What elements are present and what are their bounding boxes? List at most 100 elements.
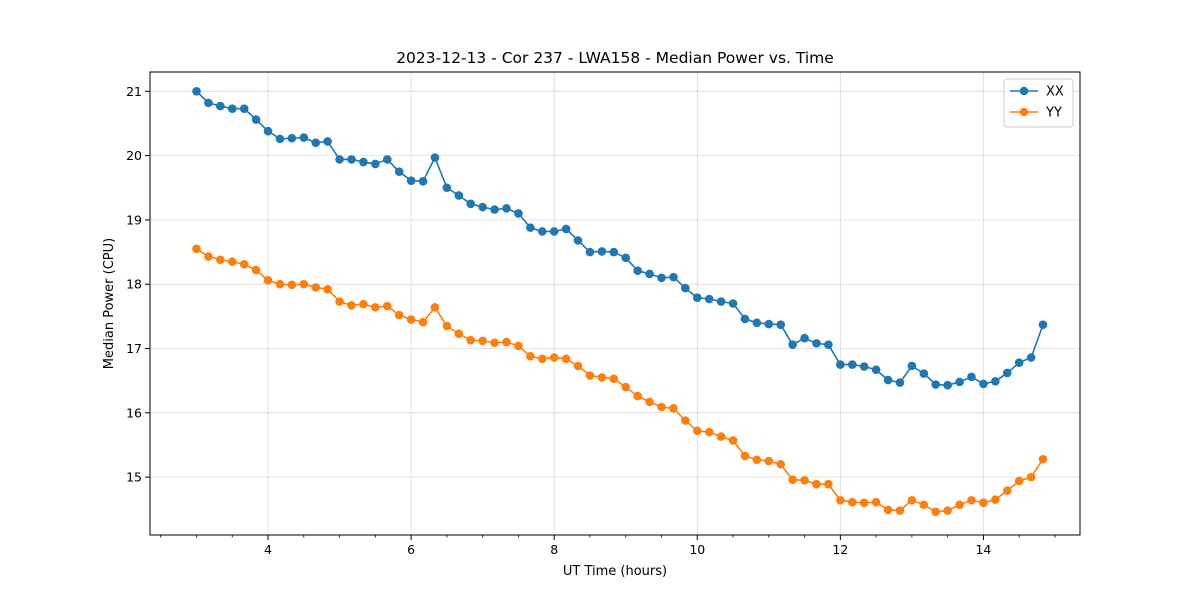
data-point-yy [382, 301, 392, 311]
data-point-xx [752, 318, 762, 328]
data-point-xx [299, 133, 309, 142]
data-point-xx [800, 333, 809, 343]
data-point-xx [275, 134, 285, 144]
y-tick-label: 19 [126, 212, 142, 227]
data-point-xx [919, 369, 929, 378]
data-point-xx [454, 191, 464, 200]
data-point-xx [430, 153, 440, 162]
data-point-yy [204, 252, 213, 261]
data-point-xx [716, 297, 726, 306]
data-point-xx [704, 294, 714, 304]
data-point-yy [836, 495, 845, 505]
data-point-xx [537, 227, 547, 236]
legend-label-yy: YY [1045, 106, 1062, 121]
data-point-yy [728, 436, 738, 445]
data-point-xx [1002, 368, 1012, 378]
series-layer [192, 86, 1048, 517]
data-point-yy [919, 500, 929, 510]
data-point-yy [514, 341, 523, 351]
data-point-yy [299, 279, 309, 289]
data-point-yy [669, 404, 678, 413]
data-point-xx [382, 155, 392, 164]
data-point-xx [227, 104, 237, 113]
data-point-yy [645, 397, 654, 407]
data-point-xx [263, 126, 273, 136]
data-point-yy [275, 279, 285, 289]
data-point-yy [478, 336, 487, 346]
data-point-xx [788, 340, 797, 349]
data-point-xx [1026, 353, 1036, 362]
data-point-yy [490, 338, 499, 348]
y-tick-label: 20 [126, 148, 142, 163]
x-tick-label: 6 [407, 542, 415, 557]
data-point-xx [526, 223, 535, 232]
data-point-yy [227, 257, 237, 267]
data-point-yy [549, 353, 559, 362]
data-point-yy [406, 315, 416, 324]
data-point-xx [740, 314, 750, 324]
data-point-yy [251, 265, 261, 275]
data-point-xx [347, 155, 356, 164]
data-point-yy [585, 371, 595, 380]
data-point-xx [549, 227, 559, 236]
data-point-yy [883, 505, 893, 515]
data-point-xx [585, 247, 595, 257]
series-yy [192, 244, 1048, 517]
legend: XX YY [1003, 78, 1074, 128]
data-point-yy [287, 280, 297, 290]
data-point-yy [907, 495, 917, 505]
data-point-xx [239, 104, 249, 113]
data-point-xx [871, 365, 881, 375]
series-xx [192, 86, 1048, 390]
y-tick-label: 16 [126, 405, 142, 420]
data-point-yy [692, 426, 702, 436]
data-point-yy [967, 495, 976, 505]
legend-marker-xx [1019, 86, 1029, 96]
y-axis-label: Median Power (CPU) [102, 238, 117, 369]
data-point-yy [895, 506, 905, 515]
x-tick-label: 14 [975, 542, 991, 557]
data-point-yy [1014, 476, 1024, 486]
data-point-yy [1026, 472, 1036, 482]
y-axis: 15 16 17 18 19 20 21 [126, 84, 150, 485]
data-point-yy [824, 479, 833, 489]
data-point-xx [490, 205, 499, 214]
data-point-xx [597, 247, 607, 256]
legend-label-xx: XX [1046, 85, 1064, 100]
data-point-yy [979, 498, 988, 508]
data-point-yy [633, 391, 642, 401]
data-point-xx [859, 362, 869, 371]
data-point-yy [943, 506, 952, 515]
data-point-xx [776, 320, 786, 330]
chart-title: 2023-12-13 - Cor 237 - LWA158 - Median P… [396, 49, 834, 67]
data-point-xx [991, 377, 1000, 386]
data-point-yy [740, 451, 750, 461]
data-point-xx [335, 155, 344, 164]
grid-lines [150, 72, 1080, 535]
data-point-yy [311, 283, 321, 292]
data-point-xx [359, 157, 368, 167]
data-point-xx [907, 361, 917, 371]
data-point-xx [371, 159, 380, 169]
data-point-yy [359, 299, 368, 309]
data-point-yy [502, 337, 511, 347]
data-point-yy [323, 285, 332, 294]
y-tick-label: 15 [126, 470, 142, 485]
data-point-xx [669, 272, 678, 282]
data-point-yy [442, 321, 452, 331]
data-point-yy [239, 259, 249, 269]
data-point-yy [1002, 486, 1012, 495]
data-point-xx [836, 360, 845, 369]
data-point-yy [347, 301, 356, 310]
data-point-xx [561, 224, 571, 234]
data-point-xx [323, 137, 332, 146]
data-point-xx [442, 183, 452, 193]
data-point-xx [394, 167, 404, 176]
data-point-yy [621, 382, 631, 392]
data-point-yy [561, 354, 571, 364]
data-point-yy [776, 459, 786, 469]
data-point-yy [847, 497, 857, 507]
data-point-xx [847, 360, 857, 369]
x-tick-label: 4 [264, 542, 272, 557]
x-tick-label: 8 [550, 542, 558, 557]
